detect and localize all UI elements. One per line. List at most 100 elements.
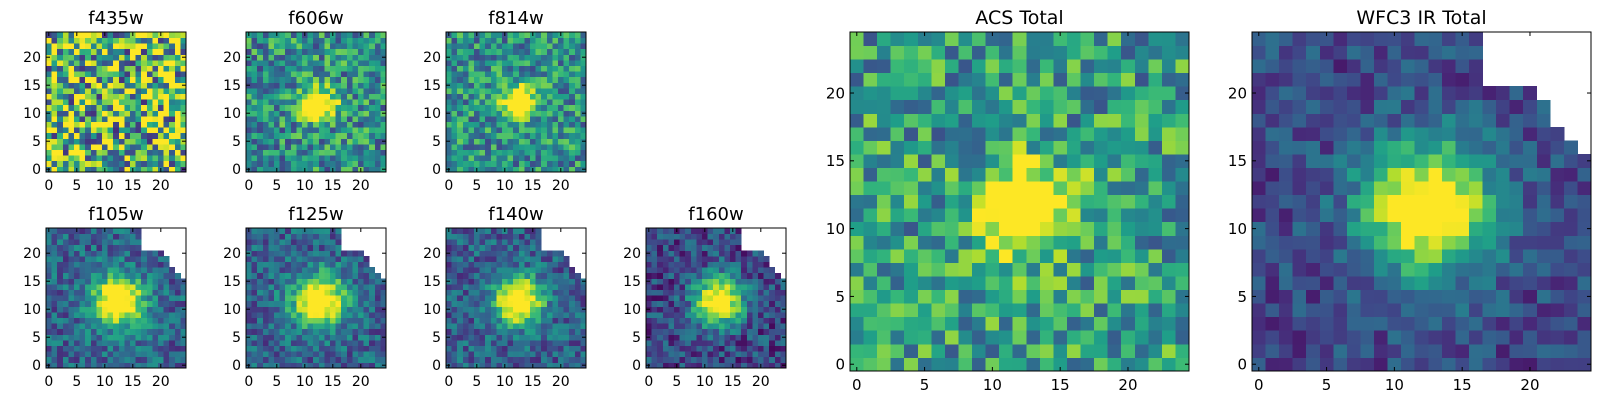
heatmap-cell <box>780 317 787 324</box>
heatmap-cell <box>546 138 553 145</box>
heatmap-cell <box>302 127 308 134</box>
heatmap-cell <box>490 284 497 290</box>
heatmap-cell <box>335 284 342 290</box>
heatmap-cell <box>496 340 503 346</box>
heatmap-cell <box>290 138 297 145</box>
heatmap-cell <box>74 104 80 111</box>
heatmap-cell <box>174 99 181 106</box>
heatmap-cell <box>696 323 703 330</box>
heatmap-cell <box>741 356 748 363</box>
heatmap-cell <box>863 154 878 168</box>
heatmap-cell <box>262 228 269 234</box>
heatmap-cell <box>374 88 381 94</box>
heatmap-cell <box>96 60 103 66</box>
heatmap-cell <box>569 155 576 162</box>
heatmap-cell <box>1039 99 1054 114</box>
heatmap-cell <box>124 121 131 128</box>
heatmap-cell <box>90 144 97 150</box>
heatmap-cell <box>346 289 353 296</box>
heatmap-cell <box>174 334 181 341</box>
heatmap-cell <box>302 261 308 268</box>
heatmap-cell <box>507 88 514 94</box>
heatmap-cell <box>85 71 92 78</box>
x-tick-label: 0 <box>444 374 453 390</box>
heatmap-cell <box>124 306 131 313</box>
heatmap-cell <box>279 43 286 50</box>
heatmap-cell <box>313 289 320 296</box>
heatmap-cell <box>541 317 548 324</box>
heatmap-cell <box>552 289 559 296</box>
heatmap-cell <box>324 284 331 290</box>
heatmap-cell <box>279 88 286 94</box>
heatmap-cell <box>251 43 258 50</box>
heatmap-cell <box>246 155 252 162</box>
heatmap-cell <box>118 149 125 156</box>
heatmap-cell <box>999 276 1014 291</box>
heatmap-cell <box>330 160 336 167</box>
heatmap-cell <box>135 116 142 122</box>
heatmap-cell <box>352 60 359 66</box>
heatmap-cell <box>502 295 508 302</box>
heatmap-cell <box>290 76 297 83</box>
heatmap-cell <box>1107 113 1122 128</box>
heatmap-cell <box>335 345 342 352</box>
heatmap-cell <box>335 272 342 279</box>
heatmap-cell <box>279 289 286 296</box>
heatmap-cell <box>330 340 336 346</box>
heatmap-cell <box>341 300 348 307</box>
heatmap-cell <box>774 295 781 302</box>
heatmap-cell <box>257 48 264 55</box>
heatmap-cell <box>313 155 320 162</box>
heatmap-cell <box>1107 357 1122 372</box>
heatmap-cell <box>246 289 252 296</box>
heatmap-cell <box>507 144 514 150</box>
heatmap-cell <box>972 113 986 128</box>
heatmap-cell <box>474 233 480 240</box>
heatmap-cell <box>268 334 275 341</box>
heatmap-cell <box>558 278 564 285</box>
heatmap-cell <box>130 284 136 290</box>
heatmap-cell <box>702 334 708 341</box>
heatmap-cell <box>724 306 731 313</box>
heatmap-cell <box>485 155 492 162</box>
heatmap-cell <box>246 312 252 318</box>
heatmap-cell <box>541 116 548 122</box>
heatmap-cell <box>468 239 475 246</box>
heatmap-cell <box>451 65 458 72</box>
heatmap-cell <box>90 155 97 162</box>
heatmap-cell <box>90 328 97 335</box>
heatmap-cell <box>479 99 486 106</box>
heatmap-cell <box>57 233 64 240</box>
heatmap-cell <box>657 312 664 318</box>
heatmap-cell <box>180 289 187 296</box>
heatmap-cell <box>296 48 303 55</box>
heatmap-cell <box>352 250 359 257</box>
heatmap-cell <box>341 144 348 150</box>
heatmap-cell <box>479 250 486 257</box>
heatmap-cell <box>262 345 269 352</box>
heatmap-cell <box>752 284 759 290</box>
heatmap-cells <box>646 228 787 369</box>
heatmap-cell <box>651 295 658 302</box>
heatmap-cell <box>462 32 469 38</box>
heatmap-cell <box>335 328 342 335</box>
heatmap-cell <box>246 65 252 72</box>
heatmap-cell <box>679 272 686 279</box>
heatmap-cell <box>468 127 475 134</box>
heatmap-cell <box>485 60 492 66</box>
heatmap-cell <box>518 295 525 302</box>
heatmap-cell <box>718 300 725 307</box>
heatmap-cell <box>752 289 759 296</box>
heatmap-cell <box>574 356 581 363</box>
heatmap-cell <box>496 160 503 167</box>
heatmap-cell <box>318 228 325 234</box>
heatmap-cell <box>569 289 576 296</box>
heatmap-cell <box>79 93 86 100</box>
heatmap-cell <box>257 317 264 324</box>
heatmap-cell <box>651 278 658 285</box>
heatmap-cell <box>646 295 652 302</box>
heatmap-cell <box>290 37 297 44</box>
heatmap-cell <box>496 48 503 55</box>
heatmap-cell <box>85 138 92 145</box>
heatmap-cell <box>352 127 359 134</box>
